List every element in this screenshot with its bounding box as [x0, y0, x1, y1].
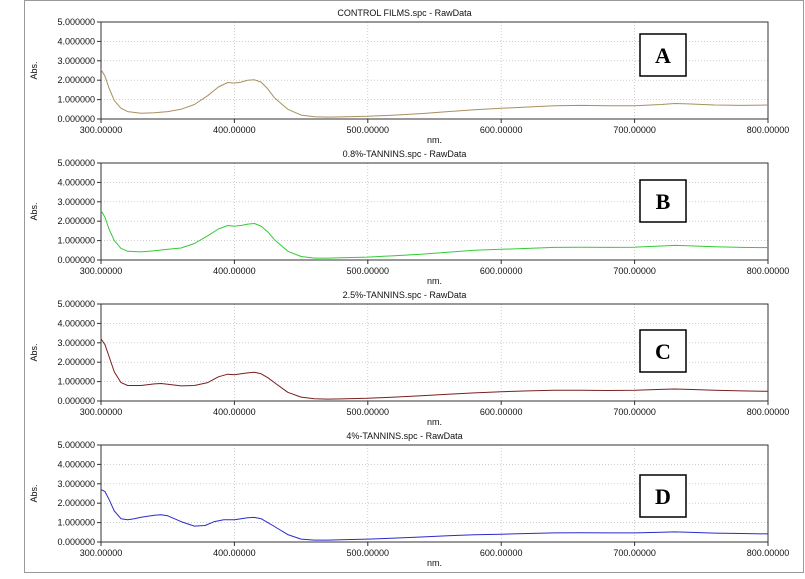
x-tick-label: 700.00000 [613, 125, 656, 135]
panel-label: A [655, 43, 671, 68]
x-tick-label: 700.00000 [613, 266, 656, 276]
spectrum-line [100, 69, 769, 118]
y-axis-label: Abs. [29, 343, 39, 361]
x-tick-label: 600.00000 [480, 266, 523, 276]
x-tick-label: 400.00000 [213, 266, 256, 276]
y-tick-label: 5.000000 [57, 440, 95, 450]
x-tick-label: 500.00000 [347, 407, 390, 417]
panel-label-box [639, 474, 687, 518]
x-tick-label: 500.00000 [347, 548, 390, 558]
y-tick-label: 2.000000 [57, 216, 95, 226]
y-tick-label: 0.000000 [57, 255, 95, 265]
y-tick-label: 3.000000 [57, 197, 95, 207]
y-tick-label: 1.000000 [57, 236, 95, 246]
x-tick-label: 500.00000 [347, 266, 390, 276]
x-axis-label: nm. [427, 135, 442, 145]
x-tick-label: 300.00000 [80, 407, 123, 417]
x-tick-label: 300.00000 [80, 266, 123, 276]
x-tick-label: 300.00000 [80, 125, 123, 135]
y-tick-label: 2.000000 [57, 498, 95, 508]
x-axis-label: nm. [427, 276, 442, 286]
x-tick-label: 500.00000 [347, 125, 390, 135]
y-tick-label: 1.000000 [57, 518, 95, 528]
chart-panel: 300.00000 400.00000 500.00000 600.00000 700.… [29, 290, 789, 427]
x-tick-label: 700.00000 [613, 548, 656, 558]
spectrum-line [100, 338, 769, 400]
y-axis-label: Abs. [29, 61, 39, 79]
y-tick-label: 5.000000 [57, 299, 95, 309]
x-tick-label: 400.00000 [213, 407, 256, 417]
chart-panel: 300.00000 400.00000 500.00000 600.00000 700.… [29, 8, 789, 145]
x-tick-label: 700.00000 [613, 407, 656, 417]
plot-frame [100, 303, 769, 402]
x-axis-label: nm. [427, 558, 442, 568]
y-axis-label: Abs. [29, 484, 39, 502]
x-tick-label: 300.00000 [80, 548, 123, 558]
y-tick-label: 0.000000 [57, 114, 95, 124]
x-tick-label: 600.00000 [480, 548, 523, 558]
panel-label: B [656, 189, 671, 214]
plot-frame [100, 444, 769, 543]
x-tick-label: 400.00000 [213, 125, 256, 135]
x-tick-label: 400.00000 [213, 548, 256, 558]
y-tick-label: 1.000000 [57, 95, 95, 105]
y-tick-label: 4.000000 [57, 318, 95, 328]
y-tick-label: 2.000000 [57, 357, 95, 367]
y-tick-label: 3.000000 [57, 479, 95, 489]
chart-panel: 300.00000 400.00000 500.00000 600.00000 700.… [29, 431, 789, 568]
y-tick-label: 4.000000 [57, 459, 95, 469]
panel-label: C [655, 339, 671, 364]
y-tick-label: 0.000000 [57, 537, 95, 547]
x-tick-label: 600.00000 [480, 407, 523, 417]
panel-label: D [655, 484, 671, 509]
x-tick-label: 800.00000 [747, 266, 790, 276]
y-tick-label: 2.000000 [57, 75, 95, 85]
window-border [24, 0, 804, 573]
chart-panel: 300.00000 400.00000 500.00000 600.00000 700.… [29, 149, 789, 286]
x-tick-label: 800.00000 [747, 407, 790, 417]
y-tick-label: 5.000000 [57, 17, 95, 27]
y-tick-label: 4.000000 [57, 36, 95, 46]
x-tick-label: 800.00000 [747, 548, 790, 558]
y-tick-label: 1.000000 [57, 377, 95, 387]
panel-label-box [639, 179, 687, 223]
chart-title: 4%-TANNINS.spc - RawData [346, 431, 462, 441]
chart-title: 2.5%-TANNINS.spc - RawData [343, 290, 467, 300]
y-tick-label: 3.000000 [57, 338, 95, 348]
plot-frame [100, 21, 769, 120]
spectrum-line [100, 210, 769, 259]
plot-frame [100, 162, 769, 261]
y-tick-label: 5.000000 [57, 158, 95, 168]
x-tick-label: 800.00000 [747, 125, 790, 135]
panel-label-box [639, 329, 687, 373]
chart-title: 0.8%-TANNINS.spc - RawData [343, 149, 467, 159]
y-tick-label: 3.000000 [57, 56, 95, 66]
y-axis-label: Abs. [29, 202, 39, 220]
x-axis-label: nm. [427, 417, 442, 427]
panel-label-box [639, 33, 687, 77]
y-tick-label: 0.000000 [57, 396, 95, 406]
y-tick-label: 4.000000 [57, 177, 95, 187]
spectrum-line [100, 489, 769, 541]
chart-title: CONTROL FILMS.spc - RawData [337, 8, 471, 18]
x-tick-label: 600.00000 [480, 125, 523, 135]
